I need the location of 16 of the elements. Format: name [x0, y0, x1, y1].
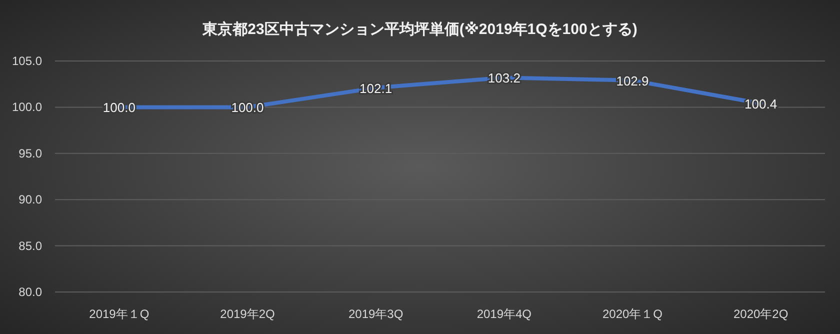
y-tick-label: 95.0 [18, 146, 42, 160]
x-tick-label: 2019年１Q [89, 307, 150, 321]
y-tick-label: 85.0 [18, 238, 42, 253]
data-label: 100.0 [102, 100, 136, 116]
x-tick-label: 2019年3Q [348, 307, 404, 321]
y-tick-label: 105.0 [12, 54, 42, 68]
data-label: 100.4 [744, 96, 778, 112]
x-tick-label: 2019年2Q [220, 307, 275, 321]
data-label: 100.0 [231, 100, 264, 116]
chart-title: 東京都23区中古マンション平均坪単価(※2019年1Qを100とする) [202, 20, 638, 38]
y-tick-label: 80.0 [18, 285, 42, 299]
x-tick-label: 2020年１Q [602, 307, 663, 321]
y-tick-label: 90.0 [18, 192, 42, 207]
x-tick-label: 2020年2Q [733, 307, 788, 321]
x-tick-label: 2019年4Q [476, 307, 532, 321]
y-tick-label: 100.0 [12, 100, 42, 114]
